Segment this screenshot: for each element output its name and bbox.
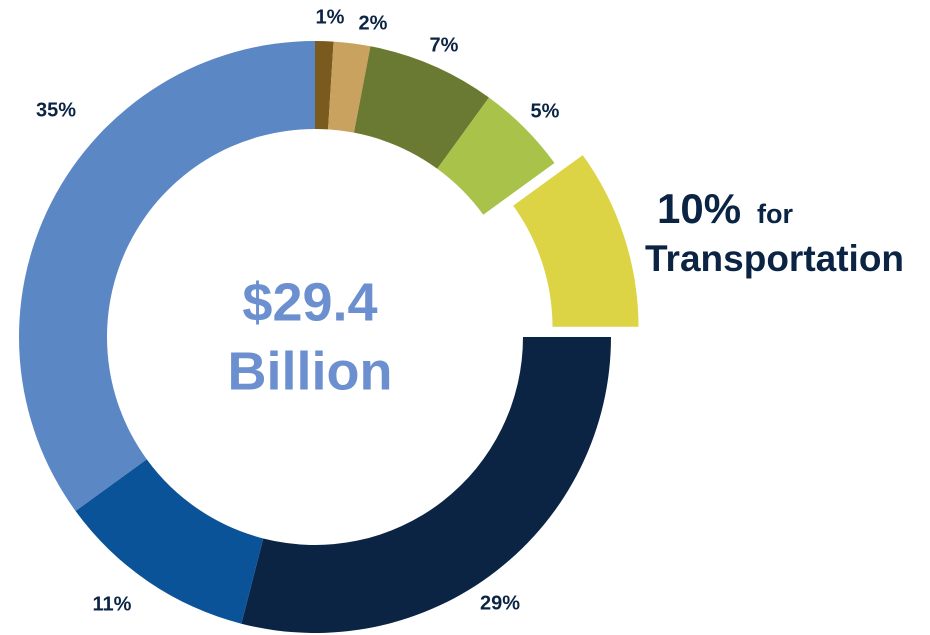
value-label: 1%: [316, 6, 345, 28]
value-label: 35%: [36, 99, 76, 121]
donut-slice: [241, 337, 611, 633]
center-text: Billion: [228, 341, 393, 401]
value-label: 7%: [430, 34, 459, 56]
center-text: $29.4: [242, 272, 377, 332]
donut-slice: [19, 41, 315, 511]
value-label: 29%: [480, 592, 520, 614]
value-label: 11%: [93, 593, 132, 615]
annotation: for: [757, 199, 793, 229]
donut-slice: [437, 97, 555, 215]
value-label: 2%: [359, 12, 388, 34]
annotation: Transportation: [645, 238, 904, 279]
donut-slice: [510, 152, 641, 329]
donut-slice: [315, 41, 334, 130]
value-label: 5%: [531, 100, 560, 122]
donut-slice: [328, 41, 371, 133]
highlight-value-label: 10%: [657, 185, 741, 232]
donut-slice: [353, 46, 489, 169]
donut-slice: [75, 459, 264, 624]
